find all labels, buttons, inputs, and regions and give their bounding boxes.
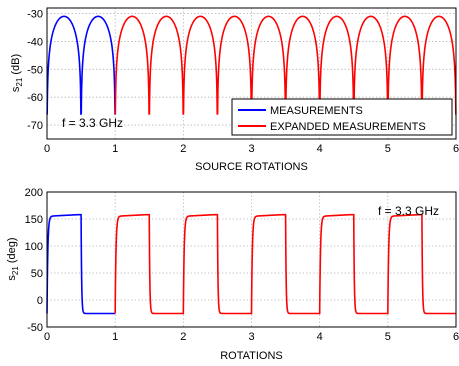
magnitude-panel: 0 1 2 3 4 5 6-30-40-50-60-70 SOURCE ROTATIONS … — [10, 7, 459, 173]
phase-x-tick-label: 1 — [112, 331, 118, 343]
magnitude-series-measurements — [46, 15, 116, 115]
magnitude-y-axis-label: s21 (dB) — [10, 54, 24, 92]
magnitude-y-label-main: s — [10, 86, 22, 92]
phase-x-tick-label: 3 — [248, 331, 254, 343]
magnitude-legend: MEASUREMENTS EXPANDED MEASUREMENTS — [231, 98, 453, 136]
phase-series — [46, 213, 456, 315]
magnitude-x-tick-label: 5 — [385, 143, 391, 155]
magnitude-x-tick-label: 0 — [44, 143, 50, 155]
phase-x-tick-label: 5 — [385, 331, 391, 343]
phase-y-label-unit: (deg) — [6, 237, 18, 266]
magnitude-x-tick-label: 2 — [180, 143, 186, 155]
magnitude-x-axis-label: SOURCE ROTATIONS — [195, 161, 308, 173]
magnitude-x-tick-label: 1 — [112, 143, 118, 155]
phase-x-tick-label: 6 — [453, 331, 459, 343]
phase-series-expanded-measurements — [114, 213, 456, 315]
phase-y-label-main: s — [6, 275, 18, 281]
phase-series-measurements — [46, 213, 116, 315]
phase-x-tick-label: 0 — [44, 331, 50, 343]
phase-x-tick-label: 4 — [317, 331, 323, 343]
magnitude-y-label-sub: 21 — [15, 77, 24, 86]
magnitude-y-tick-label: -50 — [27, 64, 43, 76]
magnitude-tick-labels: 0 1 2 3 4 5 6 -30 -40 -50 -60 -70 — [27, 9, 459, 155]
phase-y-tick-label: 150 — [25, 214, 43, 226]
phase-y-tick-label: -50 — [27, 322, 43, 334]
magnitude-y-tick-label: -30 — [27, 9, 43, 21]
magnitude-y-tick-label: -60 — [27, 92, 43, 104]
phase-y-tick-label: 50 — [31, 268, 43, 280]
phase-y-label-sub: 21 — [11, 266, 20, 275]
phase-axes-frame — [46, 191, 457, 328]
phase-y-tick-label: 0 — [37, 295, 43, 307]
magnitude-x-tick-label: 3 — [248, 143, 254, 155]
magnitude-x-tick-label: 4 — [317, 143, 323, 155]
magnitude-axes-frame — [46, 7, 457, 140]
magnitude-x-tick-label: 6 — [453, 143, 459, 155]
magnitude-y-tick-label: -70 — [27, 120, 43, 132]
legend-label-expanded-measurements: EXPANDED MEASUREMENTS — [270, 121, 426, 133]
magnitude-frequency-annotation: f = 3.3 GHz — [62, 116, 123, 130]
legend-label-measurements: MEASUREMENTS — [270, 105, 363, 117]
legend-box — [231, 98, 453, 136]
magnitude-y-label-unit: (dB) — [10, 54, 22, 78]
phase-x-axis-label: ROTATIONS — [220, 350, 283, 362]
phase-frequency-annotation: f = 3.3 GHz — [378, 204, 439, 218]
magnitude-y-tick-label: -40 — [27, 36, 43, 48]
phase-y-tick-label: 200 — [25, 187, 43, 199]
phase-y-axis-label: s21 (deg) — [6, 237, 20, 280]
phase-x-tick-label: 2 — [180, 331, 186, 343]
phase-y-tick-label: 100 — [25, 241, 43, 253]
